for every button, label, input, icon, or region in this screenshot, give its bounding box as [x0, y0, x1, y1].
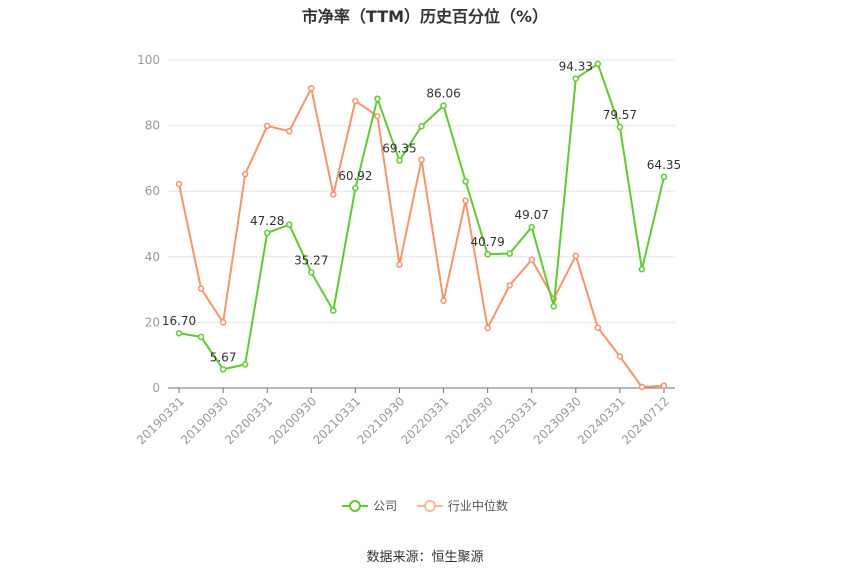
data-point-company [418, 123, 425, 130]
data-point-company [308, 269, 315, 276]
legend-label-industry-median: 行业中位数 [447, 499, 508, 513]
y-tick-label: 0 [152, 381, 160, 395]
data-label: 79.57 [603, 108, 637, 122]
data-label: 40.79 [470, 235, 504, 249]
data-point-industry-median [352, 97, 359, 105]
data-point-industry-median [440, 297, 447, 305]
series-line-industry-median [178, 87, 665, 389]
data-point-industry-median [660, 382, 668, 389]
data-point-industry-median [219, 319, 227, 326]
data-point-company [550, 303, 558, 310]
data-point-company [440, 102, 447, 109]
chart-title: 市净率（TTM）历史百分位（%） [301, 7, 549, 26]
data-label: 47.28 [250, 214, 284, 228]
data-point-company [374, 95, 381, 102]
data-point-company [219, 366, 227, 373]
data-point-industry-median [418, 156, 425, 163]
data-label: 69.35 [382, 142, 416, 156]
y-tick-label: 80 [145, 119, 160, 133]
data-point-company [241, 361, 249, 368]
legend-swatch-company [342, 499, 369, 513]
data-point-industry-median [484, 324, 491, 332]
data-point-industry-median [396, 261, 403, 268]
data-point-industry-median [197, 285, 205, 292]
y-tick-label: 100 [137, 53, 160, 67]
data-label: 5.67 [210, 350, 237, 364]
data-point-industry-median [462, 197, 469, 204]
data-point-company [263, 229, 271, 237]
data-point-company [638, 266, 646, 273]
y-tick-label: 60 [145, 184, 160, 198]
data-point-industry-median [263, 122, 271, 130]
data-point-industry-median [175, 180, 183, 188]
data-point-company [330, 307, 337, 314]
y-tick-label: 40 [145, 250, 160, 264]
data-point-company [396, 157, 403, 164]
data-point-company [616, 123, 624, 131]
line-chart: 0204060801002019033120190930202003312020… [134, 53, 681, 447]
data-label: 49.07 [515, 208, 549, 222]
data-point-company [285, 221, 293, 228]
y-tick-label: 20 [145, 315, 160, 329]
data-point-company [197, 333, 205, 341]
legend-item-company[interactable]: 公司 [342, 497, 397, 514]
data-label: 60.92 [338, 169, 372, 183]
data-label: 64.35 [647, 158, 681, 172]
chart-legend: 公司 行业中位数 [0, 497, 850, 516]
data-point-company [594, 60, 602, 68]
x-tick-label: 20240712 [619, 394, 672, 447]
data-point-company [528, 223, 535, 231]
data-point-industry-median [241, 170, 249, 178]
data-point-industry-median [572, 252, 580, 260]
data-label: 16.70 [162, 314, 196, 328]
data-label: 86.06 [426, 87, 460, 101]
data-point-industry-median [638, 383, 646, 391]
data-point-industry-median [330, 191, 337, 198]
data-point-industry-median [285, 127, 293, 135]
data-point-company [484, 250, 491, 258]
data-point-industry-median [374, 112, 381, 120]
data-point-industry-median [528, 256, 535, 264]
data-label: 35.27 [294, 253, 328, 267]
data-label: 94.33 [559, 60, 593, 74]
data-point-industry-median [616, 353, 624, 360]
data-point-industry-median [308, 84, 315, 92]
data-point-company [572, 75, 580, 82]
data-point-company [506, 250, 513, 257]
data-point-company [175, 329, 183, 337]
legend-swatch-industry-median [416, 499, 443, 513]
data-point-industry-median [506, 282, 513, 289]
data-point-industry-median [594, 324, 602, 331]
legend-label-company: 公司 [373, 499, 398, 513]
data-point-company [660, 173, 668, 181]
data-point-company [352, 184, 359, 192]
data-source-note: 数据来源：恒生聚源 [366, 550, 484, 565]
data-point-company [462, 178, 469, 185]
legend-item-industry-median[interactable]: 行业中位数 [416, 497, 508, 514]
